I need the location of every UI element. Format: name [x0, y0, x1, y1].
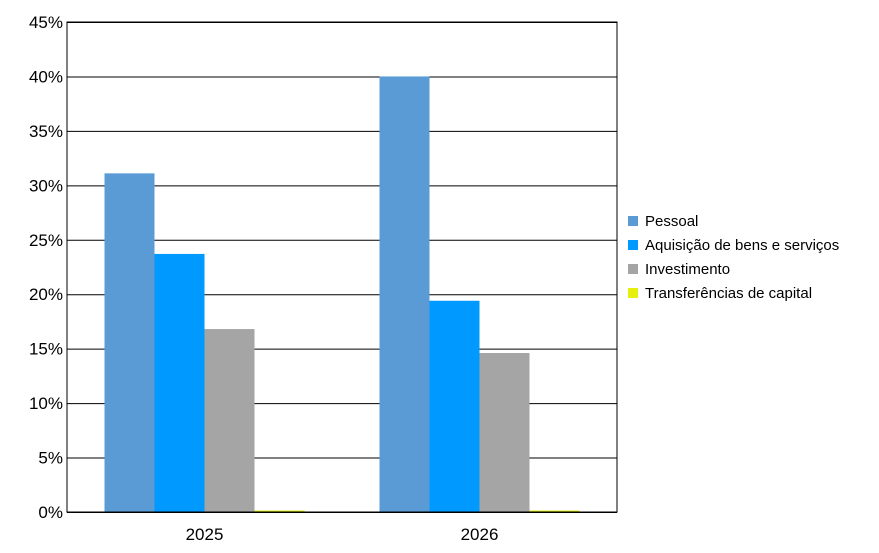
legend-label: Aquisição de bens e serviços	[645, 237, 839, 254]
y-tick-label: 10%	[29, 394, 63, 413]
bar-2026-2	[479, 353, 530, 512]
bar-2026-1	[429, 300, 480, 512]
legend-label: Investimento	[645, 261, 730, 278]
legend-swatch	[628, 264, 638, 274]
y-axis-ticks: 0% 5% 10% 15% 20% 25% 30% 35% 40% 45%	[29, 13, 63, 522]
bars	[104, 76, 580, 512]
bar-2026-0	[379, 76, 430, 512]
plot-area-frame	[66, 21, 618, 513]
bar-2025-2	[204, 329, 255, 512]
bar-2025-3	[254, 510, 305, 512]
y-tick-label: 45%	[29, 13, 63, 32]
y-tick-label: 30%	[29, 176, 63, 195]
legend-label: Transferências de capital	[645, 285, 812, 302]
bar-2026-3	[529, 510, 580, 512]
legend-swatch	[628, 240, 638, 250]
x-axis-ticks: 2025 2026	[186, 525, 499, 544]
y-tick-label: 25%	[29, 231, 63, 250]
legend-swatch	[628, 216, 638, 226]
y-tick-label: 35%	[29, 122, 63, 141]
x-tick-label: 2025	[186, 525, 224, 544]
legend-label: Pessoal	[645, 213, 698, 230]
bar-2025-0	[104, 173, 155, 512]
legend-swatch	[628, 288, 638, 298]
y-tick-label: 15%	[29, 340, 63, 359]
y-tick-label: 20%	[29, 285, 63, 304]
legend: Pessoal Aquisição de bens e serviços Inves…	[628, 213, 839, 302]
y-tick-label: 5%	[38, 449, 63, 468]
bar-2025-1	[154, 253, 205, 512]
x-tick-label: 2026	[461, 525, 499, 544]
y-tick-label: 0%	[38, 503, 63, 522]
y-tick-label: 40%	[29, 67, 63, 86]
